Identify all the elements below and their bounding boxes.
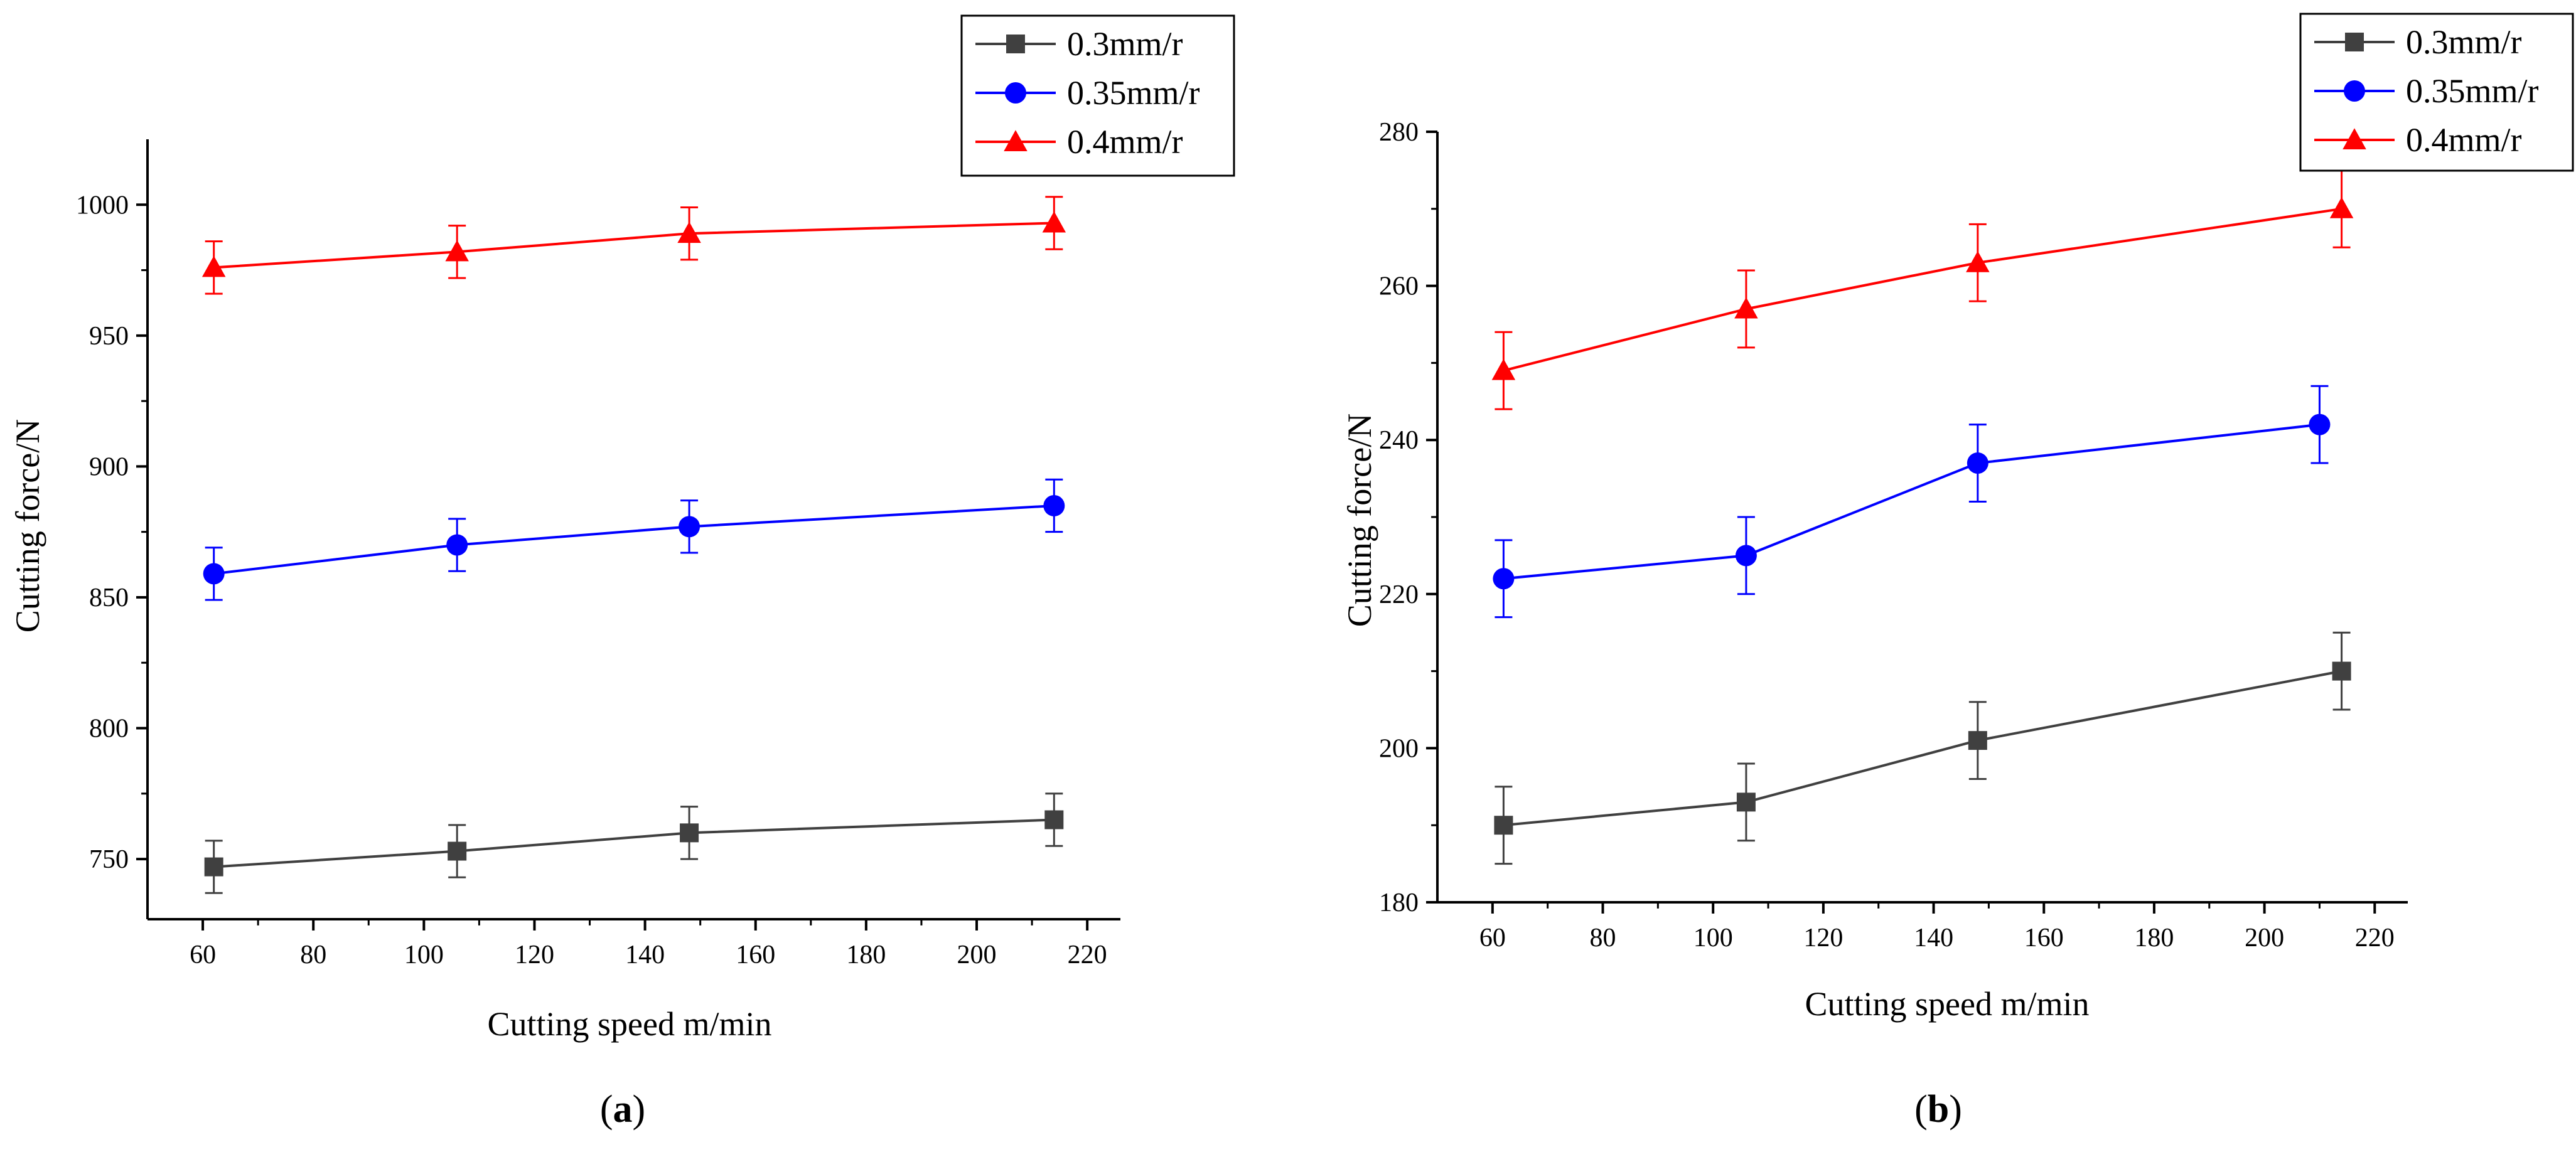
legend-label: 0.3mm/r	[1067, 25, 1183, 63]
series-a-0	[204, 792, 1064, 894]
legend-marker	[2344, 80, 2365, 102]
data-point	[1734, 297, 1758, 319]
x-tick-label-a: 180	[846, 941, 886, 969]
series-b-2	[1491, 169, 2354, 410]
data-point	[2332, 661, 2351, 681]
x-tick-label-b: 180	[2134, 924, 2174, 952]
legend-b: 0.3mm/r 0.35mm/r 0.4mm/r	[2299, 13, 2574, 172]
series-line	[1503, 669, 2342, 827]
x-tick-label-a: 100	[404, 941, 444, 969]
y-tick-label-a: 800	[89, 715, 129, 744]
data-point	[2309, 413, 2331, 435]
x-tick-label-b: 100	[1693, 924, 1733, 952]
data-point	[446, 534, 468, 556]
y-tick-label-b: 260	[1379, 272, 1419, 301]
y-tick-label-b: 200	[1379, 734, 1419, 763]
legend-marker	[1004, 130, 1028, 151]
data-point	[201, 255, 226, 277]
y-tick-label-b: 280	[1379, 118, 1419, 147]
y-tick-label-b: 180	[1379, 888, 1419, 917]
x-tick-label-b: 160	[2024, 924, 2064, 952]
x-tick-label-b: 200	[2245, 924, 2284, 952]
data-point	[679, 516, 700, 538]
series-a-1	[203, 478, 1065, 601]
x-tick-label-a: 80	[300, 941, 326, 969]
data-point	[1042, 211, 1066, 233]
data-point	[445, 240, 469, 262]
y-tick-label-a: 750	[89, 845, 129, 874]
x-tick-label-a: 220	[1068, 941, 1107, 969]
legend-label: 0.4mm/r	[2406, 121, 2522, 159]
y-tick-label-a: 950	[89, 322, 129, 351]
x-tick-label-b: 60	[1479, 924, 1506, 952]
data-point	[448, 841, 467, 861]
data-point	[204, 857, 223, 877]
series-line	[213, 504, 1055, 575]
data-point	[680, 823, 699, 843]
legend-label: 0.35mm/r	[2406, 72, 2539, 110]
data-point	[203, 563, 225, 585]
x-tick-label-a: 160	[736, 941, 775, 969]
series-line	[213, 818, 1055, 868]
x-tick-label-a: 120	[515, 941, 554, 969]
series-b-1	[1493, 385, 2331, 619]
legend-marker	[2343, 128, 2366, 149]
y-tick-label-b: 240	[1379, 426, 1419, 455]
x-tick-label-b: 220	[2355, 924, 2395, 952]
legend-marker	[1005, 82, 1026, 104]
x-tick-label-b: 80	[1590, 924, 1616, 952]
y-tick-label-a: 850	[89, 584, 129, 612]
x-tick-label-b: 140	[1914, 924, 1953, 952]
data-point	[1044, 810, 1064, 829]
legend-marker	[2345, 33, 2364, 51]
x-tick-label-a: 60	[190, 941, 216, 969]
series-line	[213, 221, 1055, 269]
data-point	[1968, 731, 1987, 750]
y-tick-label-a: 1000	[76, 191, 129, 220]
x-tick-label-a: 200	[957, 941, 997, 969]
data-point	[1491, 358, 1516, 380]
legend-marker	[1006, 35, 1025, 53]
y-axis-title-b: Cutting force/N	[1341, 413, 1378, 627]
y-axis-title-a: Cutting force/N	[9, 419, 46, 632]
data-point	[2329, 197, 2354, 218]
x-tick-label-b: 120	[1803, 924, 1843, 952]
data-point	[1735, 545, 1757, 567]
x-tick-label-a: 140	[625, 941, 665, 969]
legend-a: 0.3mm/r 0.35mm/r 0.4mm/r	[960, 14, 1235, 177]
data-point	[1966, 251, 1990, 272]
caption-b: (b)	[1914, 1088, 1962, 1131]
x-axis-title-b: Cutting speed m/min	[1805, 985, 2090, 1023]
legend-label: 0.3mm/r	[2406, 23, 2522, 61]
data-point	[1736, 792, 1756, 812]
legend-label: 0.35mm/r	[1067, 74, 1200, 112]
data-point	[677, 221, 701, 243]
series-a-2	[201, 196, 1066, 295]
y-tick-label-a: 900	[89, 452, 129, 481]
caption-a: (a)	[600, 1088, 645, 1131]
chart-panel-b: 60 80 100 120 140 160 180 200 220 180 200 220 240 260…	[1341, 13, 2574, 1131]
data-point	[1493, 568, 1515, 590]
chart-panel-a: 60 80 100 120 140 160 180 200 220 750 800 850 900 950…	[9, 14, 1235, 1131]
data-point	[1967, 452, 1988, 474]
series-b-0	[1494, 631, 2351, 865]
data-point	[1494, 816, 1513, 835]
data-point	[1043, 494, 1065, 516]
series-line	[1503, 423, 2320, 580]
series-line	[1503, 207, 2342, 372]
legend-label: 0.4mm/r	[1067, 123, 1183, 161]
x-axis-title-a: Cutting speed m/min	[488, 1005, 772, 1043]
y-tick-label-b: 220	[1379, 580, 1419, 609]
